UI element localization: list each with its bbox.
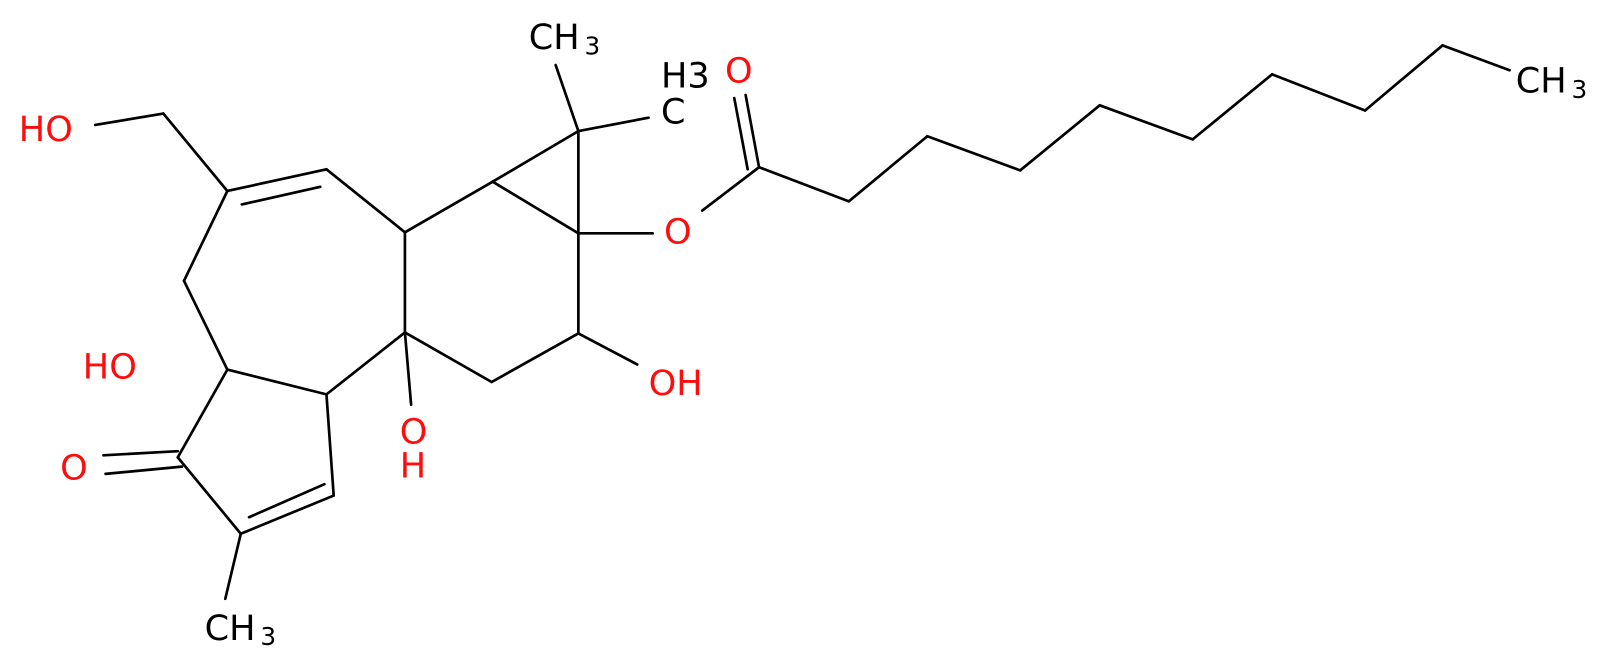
atom-label: C bbox=[661, 92, 686, 133]
bonds bbox=[93, 44, 1511, 601]
atom-label: CH bbox=[529, 17, 580, 58]
atom-label: O bbox=[664, 211, 692, 252]
atom-label: CH bbox=[205, 608, 256, 649]
atom-subscript: 3 bbox=[1572, 75, 1588, 104]
atom-label: O bbox=[60, 448, 88, 489]
atom-label-top: H3 bbox=[661, 55, 710, 96]
atom-label-bottom: H bbox=[400, 446, 426, 487]
atom-subscript: 3 bbox=[260, 622, 276, 651]
atom-label: O bbox=[725, 50, 753, 91]
atom-labels: HO CH 3 C H3 O O CH 3 OH O H HO O CH 3 bbox=[19, 17, 1588, 651]
atom-label: CH bbox=[1516, 61, 1567, 102]
atom-label: HO bbox=[83, 347, 137, 388]
atom-label: HO bbox=[19, 109, 73, 150]
atom-subscript: 3 bbox=[585, 31, 601, 60]
atom-label: O bbox=[400, 412, 428, 453]
atom-label: OH bbox=[649, 363, 703, 404]
